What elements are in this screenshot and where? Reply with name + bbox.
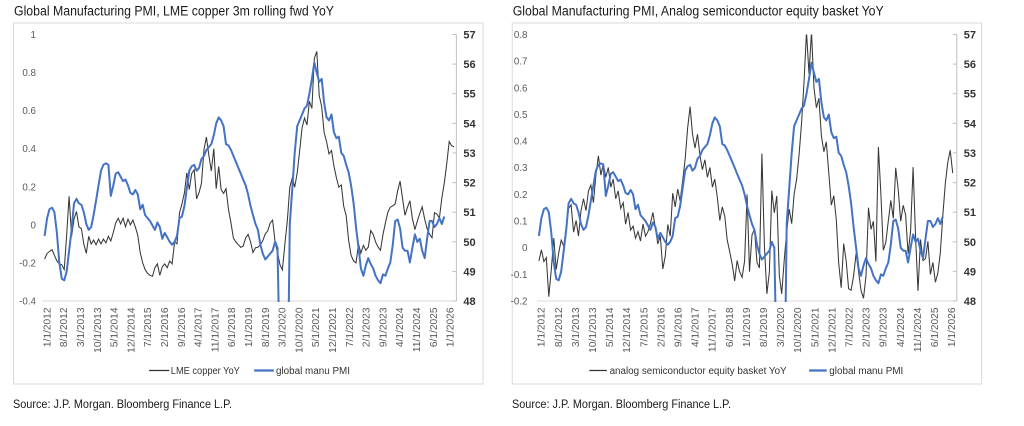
svg-text:8/1/2012: 8/1/2012 [554, 307, 565, 347]
svg-text:3/1/2013: 3/1/2013 [76, 307, 87, 347]
svg-text:6/1/2025: 6/1/2025 [429, 307, 440, 347]
svg-text:0.6: 0.6 [514, 83, 528, 94]
svg-text:3/1/2020: 3/1/2020 [278, 307, 289, 347]
svg-text:52: 52 [463, 178, 475, 190]
svg-text:54: 54 [463, 118, 476, 130]
svg-text:48: 48 [463, 296, 475, 308]
svg-text:52: 52 [964, 178, 976, 190]
svg-text:Global Manufacturing PMI, Anal: Global Manufacturing PMI, Analog semicon… [513, 4, 884, 19]
svg-text:7/1/2022: 7/1/2022 [345, 307, 356, 347]
svg-text:11/1/2024: 11/1/2024 [913, 307, 924, 352]
svg-text:4/1/2017: 4/1/2017 [691, 307, 702, 347]
svg-text:Global Manufacturing PMI, LME: Global Manufacturing PMI, LME copper 3m … [14, 4, 334, 19]
svg-text:0.6: 0.6 [22, 106, 36, 117]
svg-text:1: 1 [31, 30, 36, 41]
svg-text:-0.1: -0.1 [511, 270, 528, 281]
svg-text:10/1/2013: 10/1/2013 [93, 307, 104, 353]
svg-text:9/1/2016: 9/1/2016 [674, 307, 685, 347]
svg-text:LME copper YoY: LME copper YoY [171, 366, 240, 377]
svg-text:2/1/2016: 2/1/2016 [656, 307, 667, 347]
svg-text:12/1/2014: 12/1/2014 [126, 307, 137, 353]
svg-text:analog semiconductor equity ba: analog semiconductor equity basket YoY [610, 366, 787, 377]
svg-text:-0.2: -0.2 [19, 258, 36, 269]
svg-text:48: 48 [964, 296, 976, 308]
svg-text:11/1/2017: 11/1/2017 [708, 307, 719, 352]
svg-text:9/1/2023: 9/1/2023 [378, 307, 389, 347]
svg-text:2/1/2023: 2/1/2023 [362, 307, 373, 347]
svg-text:0.5: 0.5 [514, 110, 528, 121]
svg-text:0.4: 0.4 [514, 137, 528, 148]
svg-text:0.8: 0.8 [514, 30, 528, 41]
svg-text:global manu PMI: global manu PMI [829, 366, 903, 377]
svg-text:1/1/2026: 1/1/2026 [947, 307, 958, 347]
svg-text:51: 51 [964, 207, 976, 219]
svg-text:9/1/2016: 9/1/2016 [177, 307, 188, 347]
svg-text:8/1/2012: 8/1/2012 [59, 307, 70, 347]
svg-text:Source: J.P. Morgan. Bloomberg: Source: J.P. Morgan. Bloomberg Finance L… [13, 397, 232, 411]
svg-text:1/1/2026: 1/1/2026 [446, 307, 457, 347]
svg-text:2/1/2023: 2/1/2023 [862, 307, 873, 347]
svg-text:1/1/2019: 1/1/2019 [742, 307, 753, 347]
svg-text:51: 51 [463, 207, 475, 219]
svg-text:56: 56 [463, 59, 475, 71]
svg-text:0: 0 [522, 243, 528, 254]
svg-text:0: 0 [31, 220, 37, 231]
svg-text:0.7: 0.7 [514, 57, 528, 68]
svg-text:1/1/2019: 1/1/2019 [244, 307, 255, 347]
svg-text:57: 57 [463, 30, 475, 42]
svg-text:6/1/2018: 6/1/2018 [227, 307, 238, 347]
svg-text:50: 50 [463, 237, 475, 249]
svg-text:10/1/2013: 10/1/2013 [588, 307, 599, 353]
svg-text:12/1/2021: 12/1/2021 [328, 307, 339, 353]
svg-text:0.2: 0.2 [22, 182, 36, 193]
svg-text:12/1/2021: 12/1/2021 [827, 307, 838, 353]
svg-text:-0.2: -0.2 [511, 297, 528, 308]
svg-text:2/1/2016: 2/1/2016 [160, 307, 171, 347]
svg-text:11/1/2017: 11/1/2017 [210, 307, 221, 352]
svg-text:49: 49 [463, 266, 475, 278]
svg-text:Source: J.P. Morgan. Bloomberg: Source: J.P. Morgan. Bloomberg Finance L… [512, 397, 731, 411]
svg-text:3/1/2020: 3/1/2020 [776, 307, 787, 347]
svg-text:7/1/2015: 7/1/2015 [639, 307, 650, 347]
svg-text:1/1/2012: 1/1/2012 [42, 307, 53, 347]
svg-text:10/1/2020: 10/1/2020 [793, 307, 804, 353]
svg-text:7/1/2015: 7/1/2015 [143, 307, 154, 347]
svg-text:3/1/2013: 3/1/2013 [571, 307, 582, 347]
svg-text:53: 53 [463, 148, 475, 160]
svg-text:9/1/2023: 9/1/2023 [879, 307, 890, 347]
svg-text:4/1/2024: 4/1/2024 [395, 307, 406, 347]
svg-text:12/1/2014: 12/1/2014 [622, 307, 633, 353]
svg-text:6/1/2018: 6/1/2018 [725, 307, 736, 347]
svg-text:55: 55 [964, 89, 976, 101]
svg-text:53: 53 [964, 148, 976, 160]
svg-text:55: 55 [463, 89, 475, 101]
svg-text:5/1/2021: 5/1/2021 [311, 307, 322, 347]
svg-text:8/1/2019: 8/1/2019 [261, 307, 272, 347]
svg-text:10/1/2020: 10/1/2020 [294, 307, 305, 353]
svg-text:1/1/2012: 1/1/2012 [537, 307, 548, 347]
svg-text:0.8: 0.8 [22, 68, 36, 79]
svg-text:8/1/2019: 8/1/2019 [759, 307, 770, 347]
svg-text:56: 56 [964, 59, 976, 71]
svg-text:0.3: 0.3 [514, 163, 528, 174]
svg-text:5/1/2021: 5/1/2021 [810, 307, 821, 347]
svg-text:49: 49 [964, 266, 976, 278]
svg-text:-0.4: -0.4 [19, 297, 36, 308]
svg-text:50: 50 [964, 237, 976, 249]
svg-text:0.2: 0.2 [514, 190, 528, 201]
svg-text:4/1/2017: 4/1/2017 [194, 307, 205, 347]
svg-text:7/1/2022: 7/1/2022 [845, 307, 856, 347]
svg-text:57: 57 [964, 30, 976, 42]
svg-text:54: 54 [964, 118, 977, 130]
svg-text:11/1/2024: 11/1/2024 [412, 307, 423, 352]
svg-text:4/1/2024: 4/1/2024 [896, 307, 907, 347]
svg-text:global manu PMI: global manu PMI [276, 366, 350, 377]
svg-text:5/1/2014: 5/1/2014 [110, 307, 121, 347]
svg-text:0.1: 0.1 [514, 217, 528, 228]
svg-text:5/1/2014: 5/1/2014 [605, 307, 616, 347]
svg-text:0.4: 0.4 [22, 144, 36, 155]
svg-text:6/1/2025: 6/1/2025 [930, 307, 941, 347]
